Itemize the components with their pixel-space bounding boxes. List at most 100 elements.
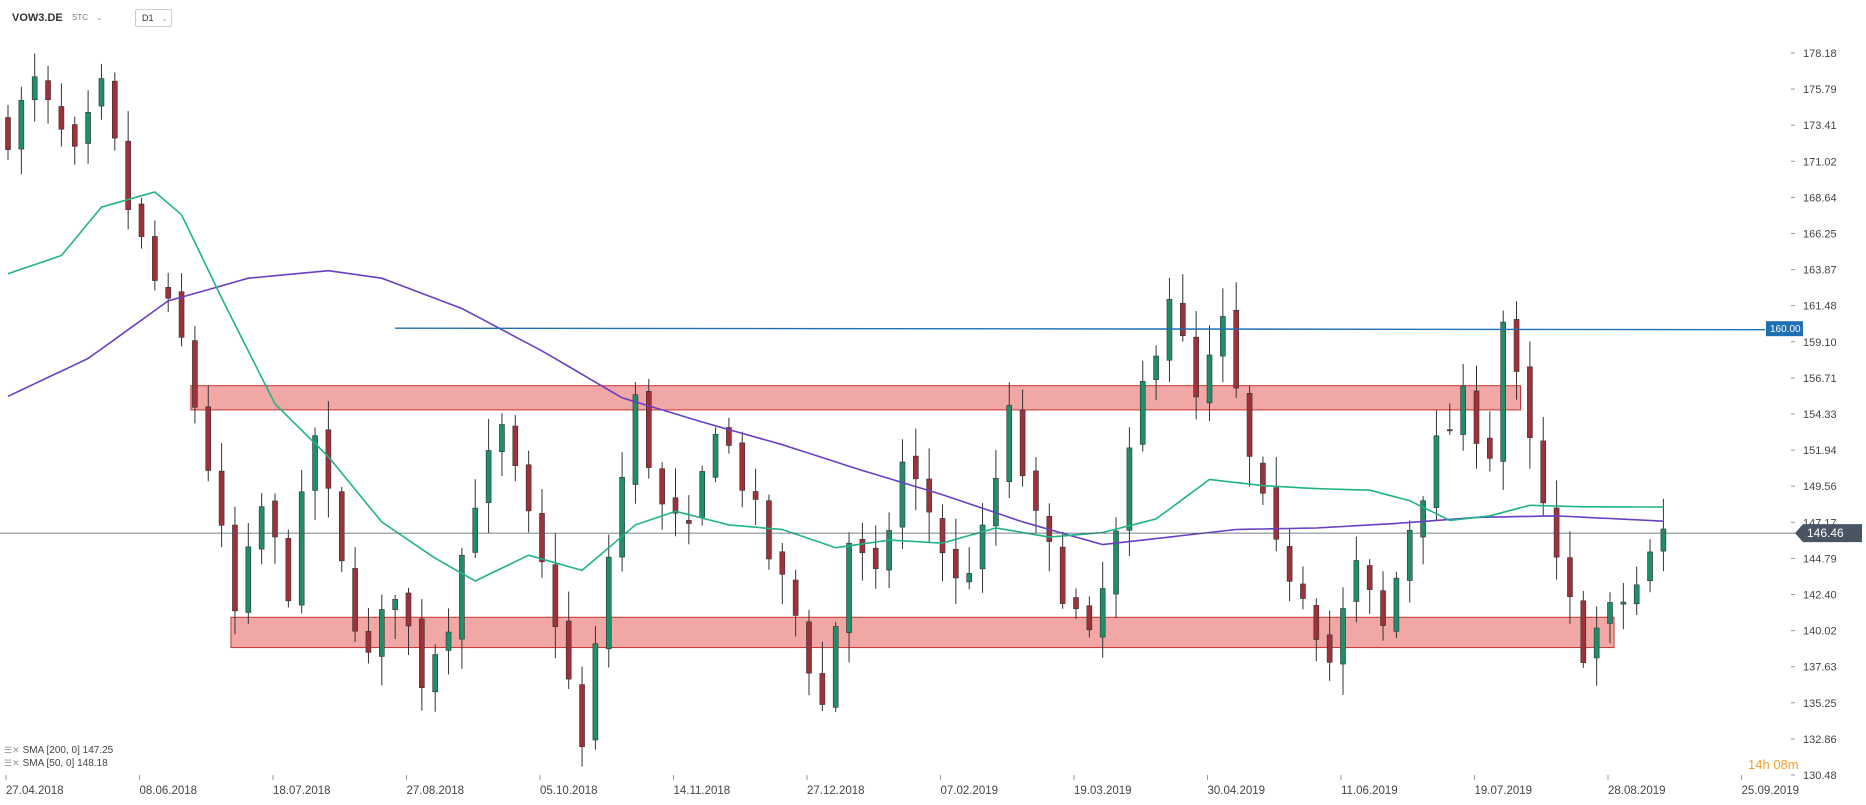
x-tick-label: 27.12.2018 [807, 785, 865, 797]
candle-body [605, 556, 612, 650]
candle-body [1633, 584, 1640, 605]
y-tick-label: 175.79 [1803, 84, 1837, 96]
legend-sma200-label: SMA [200, 0] 147.25 [22, 745, 114, 756]
candle-body [192, 340, 198, 408]
x-tick-label: 27.04.2018 [6, 785, 64, 797]
candle-body [953, 548, 959, 579]
sma200-line [7, 269, 1664, 546]
candle-body [378, 609, 385, 657]
candle-body [966, 573, 973, 583]
candle-body [85, 111, 91, 144]
candle-body [98, 78, 105, 107]
y-tick-label: 151.94 [1803, 445, 1837, 457]
candle-body [1353, 560, 1360, 602]
chart-type-select[interactable]: STC ⌄ [72, 13, 103, 22]
candle-body [1580, 600, 1587, 663]
candle-body [338, 491, 345, 562]
candle-body [419, 618, 425, 688]
x-tick-label: 18.07.2018 [273, 785, 331, 797]
candle-body [1153, 355, 1159, 380]
candle-body [1286, 546, 1293, 582]
x-tick-label: 07.02.2019 [941, 785, 999, 797]
x-tick-label: 19.03.2019 [1074, 785, 1132, 797]
chevron-down-icon: ⌄ [161, 16, 168, 23]
horizontal-level-line [395, 327, 1766, 331]
x-tick-label: 11.06.2019 [1341, 785, 1398, 797]
timer-minutes-unit: m [1787, 757, 1799, 772]
timer-hours: 14 [1748, 757, 1763, 772]
candle-body [1660, 528, 1667, 552]
candle-body [752, 491, 759, 500]
candle-body [739, 442, 746, 491]
y-tick-label: 161.48 [1803, 301, 1837, 313]
y-tick-label: 142.40 [1803, 590, 1837, 602]
candle-body [579, 684, 585, 748]
candle-body [1220, 316, 1226, 357]
candle-body [619, 477, 625, 558]
candle-body [232, 524, 238, 612]
symbol-label[interactable]: VOW3.DE [12, 12, 63, 24]
candle-body [645, 391, 652, 468]
x-tick-label: 19.07.2019 [1475, 785, 1533, 797]
candle-body [806, 621, 812, 674]
candle-body [125, 140, 131, 210]
candle-body [779, 551, 786, 575]
candle-body [632, 394, 639, 485]
candle-body [285, 538, 292, 602]
timeframe-label: D1 [142, 13, 154, 23]
candle-body [1059, 546, 1066, 604]
x-tick-label: 30.04.2019 [1208, 785, 1266, 797]
y-tick-label: 156.71 [1803, 373, 1837, 385]
candle-body [1086, 605, 1093, 631]
settings-icon[interactable]: ☰✕ [4, 758, 20, 768]
candle-body [258, 506, 265, 550]
candle-body [659, 468, 665, 505]
candle-body [1113, 530, 1119, 595]
candle-body [352, 568, 358, 632]
candle-body [152, 236, 158, 281]
legend-sma50[interactable]: ☰✕ SMA [50, 0] 148.18 [4, 758, 108, 769]
candle-body [1166, 299, 1173, 361]
candle-body [993, 477, 999, 527]
y-tick-label: 173.41 [1803, 120, 1837, 132]
candle-body [1393, 577, 1400, 632]
candle-body [912, 455, 919, 480]
candle-body [686, 520, 692, 524]
candle-body [565, 620, 572, 680]
candle-body [165, 287, 171, 299]
y-tick-label: 166.25 [1803, 229, 1837, 241]
timeframe-select[interactable]: D1 ⌄ [135, 9, 173, 27]
candle-body [445, 631, 452, 651]
candle-body [472, 507, 479, 553]
candle-body [886, 530, 892, 571]
candle-body [1233, 309, 1239, 389]
candle-body [1460, 385, 1466, 435]
candle-body [592, 643, 599, 741]
legend-sma200[interactable]: ☰✕ SMA [200, 0] 147.25 [4, 745, 113, 756]
y-tick-label: 132.86 [1803, 734, 1837, 746]
candle-body [726, 427, 732, 446]
settings-icon[interactable]: ☰✕ [4, 745, 20, 755]
y-tick-label: 144.79 [1803, 553, 1837, 565]
candle-body [45, 80, 51, 101]
candle-body [1340, 608, 1346, 665]
candle-body [1326, 634, 1333, 663]
candle-body [1647, 551, 1653, 582]
candle-body [926, 478, 932, 513]
legend-sma50-label: SMA [50, 0] 148.18 [22, 758, 108, 769]
y-tick-label: 178.18 [1803, 48, 1837, 60]
candle-body [71, 124, 78, 147]
x-tick-label: 14.11.2018 [674, 785, 731, 797]
candle-body [459, 554, 465, 640]
candle-body [1313, 605, 1320, 640]
candle-body [1500, 321, 1506, 462]
y-tick-label: 159.10 [1803, 337, 1837, 349]
candle-body [859, 538, 866, 554]
candle-body [1206, 354, 1213, 404]
y-tick-label: 137.63 [1803, 662, 1837, 674]
candle-body [18, 100, 25, 150]
candle-body [1099, 588, 1106, 638]
x-tick-label: 25.09.2019 [1742, 785, 1800, 797]
horizontal-level-label: 160.00 [1770, 324, 1801, 335]
